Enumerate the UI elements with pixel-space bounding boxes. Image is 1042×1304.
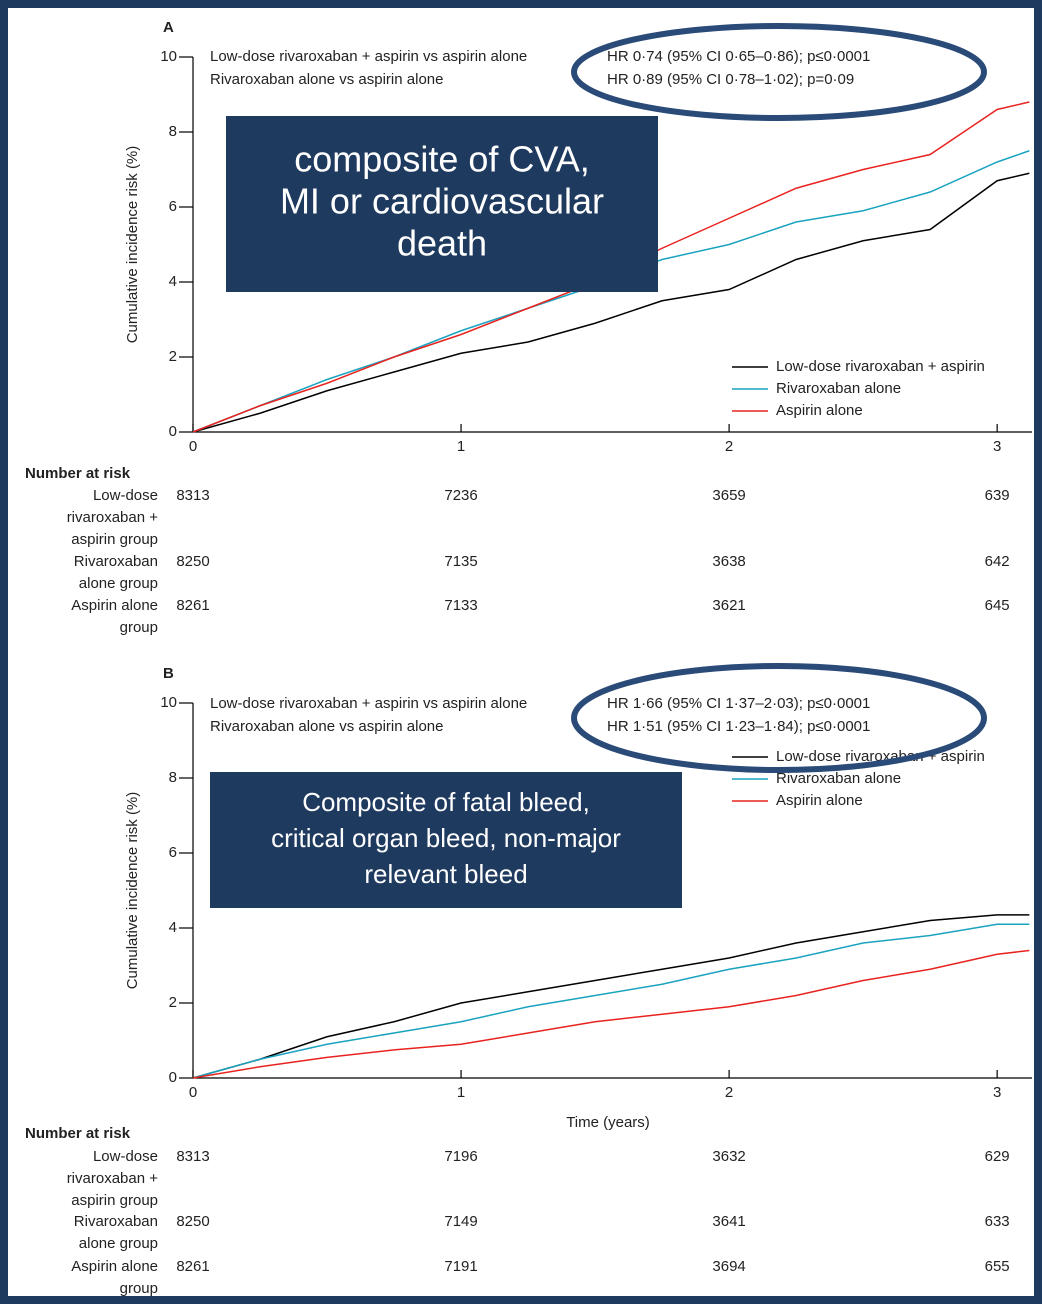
risk-count: 8261 (176, 1258, 209, 1275)
risk-count: 3641 (712, 1213, 745, 1230)
y-tick-label: 4 (169, 273, 177, 290)
risk-count: 3632 (712, 1148, 745, 1165)
callout-text: relevant bleed (364, 859, 527, 889)
y-axis-label: Cumulative incidence risk (%) (124, 146, 141, 344)
highlight-ellipse (571, 23, 987, 121)
risk-count: 7236 (444, 487, 477, 504)
legend-label: Rivaroxaban alone (776, 770, 901, 787)
hazard-ratio: HR 0·74 (95% CI 0·65–0·86); p≤0·0001 (607, 48, 870, 65)
comparison-label: Rivaroxaban alone vs aspirin alone (210, 71, 443, 88)
survival-curve (192, 914, 1030, 1079)
hazard-ratio: HR 1·66 (95% CI 1·37–2·03); p≤0·0001 (607, 695, 870, 712)
risk-row-label: aspirin group (71, 1192, 158, 1209)
survival-curve (192, 949, 1030, 1079)
comparison-label: Low-dose rivaroxaban + aspirin vs aspiri… (210, 695, 527, 712)
risk-count: 8313 (176, 487, 209, 504)
callout-text: critical organ bleed, non-major (271, 823, 621, 853)
risk-count: 645 (985, 597, 1010, 614)
risk-count: 3659 (712, 487, 745, 504)
risk-row-label: rivaroxaban + (67, 509, 159, 526)
x-axis-label: Time (years) (566, 1114, 650, 1131)
callout-box (210, 772, 682, 908)
risk-count: 3621 (712, 597, 745, 614)
x-tick-label: 3 (993, 438, 1001, 455)
risk-table-title: Number at risk (25, 1125, 131, 1142)
legend-label: Aspirin alone (776, 402, 863, 419)
risk-row-label: rivaroxaban + (67, 1170, 159, 1187)
x-tick-label: 2 (725, 1084, 733, 1101)
risk-row-label: alone group (79, 575, 158, 592)
risk-count: 8313 (176, 1148, 209, 1165)
y-tick-label: 2 (169, 348, 177, 365)
risk-count: 639 (985, 487, 1010, 504)
survival-curve (192, 172, 1030, 433)
legend-label: Low-dose rivaroxaban + aspirin (776, 358, 985, 375)
risk-row-label: aspirin group (71, 531, 158, 548)
risk-count: 642 (985, 553, 1010, 570)
risk-count: 633 (985, 1213, 1010, 1230)
risk-row-label: Low-dose (93, 1148, 158, 1165)
legend-label: Rivaroxaban alone (776, 380, 901, 397)
y-tick-label: 10 (160, 48, 177, 65)
risk-row-label: Rivaroxaban (74, 553, 158, 570)
risk-count: 8250 (176, 1213, 209, 1230)
legend-label: Aspirin alone (776, 792, 863, 809)
risk-table-title: Number at risk (25, 465, 131, 482)
risk-count: 3638 (712, 553, 745, 570)
risk-row-label: alone group (79, 1235, 158, 1252)
y-tick-label: 8 (169, 769, 177, 786)
y-tick-label: 2 (169, 994, 177, 1011)
y-axis-label: Cumulative incidence risk (%) (124, 792, 141, 990)
risk-count: 8261 (176, 597, 209, 614)
risk-row-label: group (120, 619, 158, 636)
risk-count: 7191 (444, 1258, 477, 1275)
risk-count: 7135 (444, 553, 477, 570)
risk-row-label: Aspirin alone (71, 1258, 158, 1275)
y-tick-label: 8 (169, 123, 177, 140)
x-tick-label: 0 (189, 438, 197, 455)
risk-count: 7149 (444, 1213, 477, 1230)
risk-count: 8250 (176, 553, 209, 570)
risk-count: 629 (985, 1148, 1010, 1165)
callout-text: MI or cardiovascular (280, 181, 604, 222)
risk-count: 7196 (444, 1148, 477, 1165)
panel-label: B (163, 665, 174, 682)
risk-row-label: Aspirin alone (71, 597, 158, 614)
comparison-label: Low-dose rivaroxaban + aspirin vs aspiri… (210, 48, 527, 65)
survival-curve (192, 923, 1030, 1079)
risk-row-label: group (120, 1280, 158, 1297)
y-tick-label: 6 (169, 844, 177, 861)
x-tick-label: 0 (189, 1084, 197, 1101)
x-tick-label: 3 (993, 1084, 1001, 1101)
callout-text: Composite of fatal bleed, (302, 787, 590, 817)
x-tick-label: 1 (457, 1084, 465, 1101)
y-tick-label: 10 (160, 694, 177, 711)
risk-row-label: Low-dose (93, 487, 158, 504)
risk-count: 655 (985, 1258, 1010, 1275)
risk-count: 3694 (712, 1258, 745, 1275)
comparison-label: Rivaroxaban alone vs aspirin alone (210, 718, 443, 735)
hazard-ratio: HR 1·51 (95% CI 1·23–1·84); p≤0·0001 (607, 718, 870, 735)
risk-count: 7133 (444, 597, 477, 614)
y-tick-label: 6 (169, 198, 177, 215)
callout-text: composite of CVA, (294, 139, 589, 180)
x-tick-label: 2 (725, 438, 733, 455)
y-tick-label: 0 (169, 423, 177, 440)
panel-label: A (163, 19, 174, 36)
highlight-ellipse (571, 663, 987, 773)
hazard-ratio: HR 0·89 (95% CI 0·78–1·02); p=0·09 (607, 71, 854, 88)
callout-text: death (397, 223, 487, 264)
y-tick-label: 0 (169, 1069, 177, 1086)
risk-row-label: Rivaroxaban (74, 1213, 158, 1230)
x-tick-label: 1 (457, 438, 465, 455)
y-tick-label: 4 (169, 919, 177, 936)
callout-box (226, 116, 658, 292)
